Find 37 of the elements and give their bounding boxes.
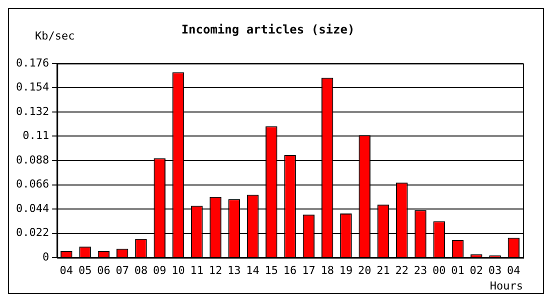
x-tick-label: 14 [246,264,260,278]
x-tick-label: 17 [302,264,316,278]
x-tick-label: 13 [228,264,241,278]
x-tick-label: 23 [414,264,428,278]
x-tick-label: 16 [283,264,297,278]
x-tick-label: 04 [507,264,521,278]
x-tick-label: 06 [97,264,110,278]
x-tick-label: 02 [470,264,484,278]
x-tick-label: 08 [134,264,148,278]
x-tick-label: 10 [172,264,185,278]
y-tick-label: 0.176 [16,56,50,70]
y-tick-label: 0.066 [16,178,50,191]
x-tick-label: 15 [264,264,278,278]
y-tick-label: 0.11 [22,129,50,142]
y-tick-label: 0 [42,250,50,264]
x-tick-label: 20 [358,264,372,278]
x-tick-label: 00 [432,264,446,278]
y-tick-label: 0.132 [16,104,50,118]
y-tick-label: 0.088 [16,153,50,166]
x-tick-label: 09 [152,264,166,278]
y-tick-label: 0.022 [16,226,50,240]
x-tick-label: 18 [320,264,334,278]
x-tick-label: 11 [190,264,204,278]
x-tick-label: 19 [339,264,353,278]
x-tick-label: 12 [208,264,222,278]
x-axis-title: Hours [490,279,523,292]
x-tick-label: 21 [376,264,390,278]
x-tick-label: 04 [60,264,74,278]
x-tick-label: 03 [488,264,502,278]
x-tick-label: 07 [116,264,129,278]
y-tick-label: 0.154 [16,80,50,94]
y-axis-title: Kb/sec [35,29,75,42]
y-tick-label: 0.044 [16,202,50,215]
x-tick-label: 22 [395,264,408,278]
chart-title: Incoming articles (size) [181,22,355,36]
x-tick-label: 05 [78,264,92,278]
x-tick-label: 01 [451,264,464,278]
